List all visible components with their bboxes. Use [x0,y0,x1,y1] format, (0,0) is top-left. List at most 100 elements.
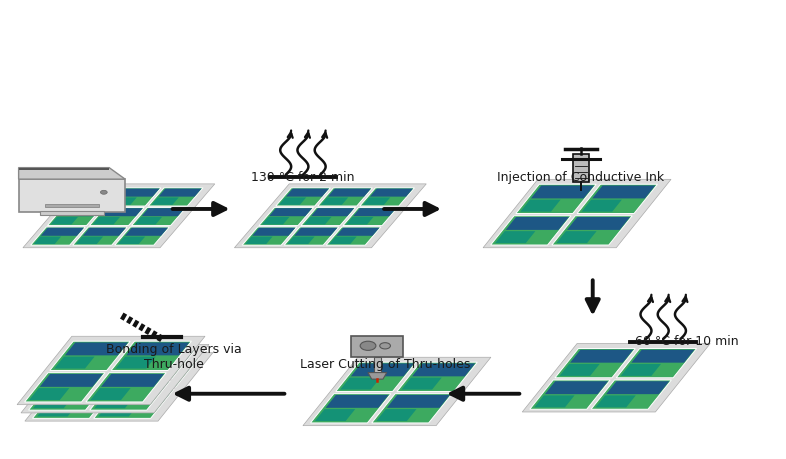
Polygon shape [131,207,186,226]
Text: Laser Cutting of Thru-holes: Laser Cutting of Thru-holes [300,358,470,371]
Polygon shape [33,396,73,408]
Polygon shape [130,351,193,364]
Polygon shape [336,228,380,236]
Polygon shape [94,396,134,408]
Polygon shape [125,228,168,236]
Polygon shape [109,197,137,205]
Polygon shape [363,197,391,205]
Text: 130 °C for 2 min: 130 °C for 2 min [252,171,354,184]
Circle shape [101,190,107,194]
Polygon shape [75,189,117,196]
Polygon shape [397,362,477,392]
Polygon shape [25,353,213,421]
Polygon shape [577,184,657,213]
Polygon shape [73,359,136,372]
Polygon shape [90,207,144,226]
Polygon shape [252,228,296,236]
Polygon shape [259,207,314,226]
Polygon shape [94,389,174,418]
Polygon shape [57,358,138,387]
Polygon shape [83,228,126,236]
Polygon shape [40,374,103,387]
Polygon shape [72,227,127,245]
Polygon shape [545,381,608,394]
Polygon shape [592,185,656,198]
Polygon shape [328,189,371,196]
Text: 60 °C for 10 min: 60 °C for 10 min [635,335,739,348]
Polygon shape [582,200,622,212]
Polygon shape [159,189,201,196]
Polygon shape [62,373,102,385]
Polygon shape [24,373,105,402]
Polygon shape [346,217,373,224]
Circle shape [360,341,376,350]
Circle shape [380,343,391,349]
Polygon shape [336,362,416,392]
Polygon shape [29,388,69,400]
Polygon shape [75,236,103,244]
Polygon shape [37,404,77,416]
Polygon shape [234,184,426,248]
Polygon shape [318,188,373,206]
Polygon shape [505,217,569,230]
Polygon shape [123,373,163,385]
Polygon shape [340,378,380,390]
Polygon shape [134,359,197,372]
Bar [40,211,104,215]
Polygon shape [516,184,597,213]
Polygon shape [50,217,78,224]
Polygon shape [149,188,203,206]
Polygon shape [567,217,630,230]
Polygon shape [560,364,600,376]
Polygon shape [303,357,491,425]
Polygon shape [48,390,111,403]
Polygon shape [19,168,125,179]
Polygon shape [116,189,160,196]
Polygon shape [32,389,113,418]
Polygon shape [570,350,634,363]
Polygon shape [606,381,669,394]
Polygon shape [631,350,694,363]
Polygon shape [116,357,156,369]
Polygon shape [310,394,391,423]
Polygon shape [111,341,192,370]
Polygon shape [284,227,339,245]
Polygon shape [376,409,417,421]
Polygon shape [118,236,145,244]
Polygon shape [242,227,297,245]
Polygon shape [531,185,594,198]
Polygon shape [119,365,160,377]
Polygon shape [596,395,636,408]
Polygon shape [105,382,168,395]
Polygon shape [21,344,209,413]
Polygon shape [276,188,330,206]
Polygon shape [47,207,102,226]
Polygon shape [262,217,289,224]
Text: Injection of Conductive Ink: Injection of Conductive Ink [498,171,664,184]
Polygon shape [304,217,332,224]
Polygon shape [58,365,98,377]
Polygon shape [50,341,130,370]
Polygon shape [534,395,575,408]
Polygon shape [321,197,348,205]
Bar [573,155,589,182]
Polygon shape [34,236,61,244]
Polygon shape [591,380,671,409]
Polygon shape [556,231,597,243]
Polygon shape [343,207,398,226]
Bar [19,179,125,212]
Polygon shape [134,217,162,224]
Polygon shape [17,336,205,405]
Polygon shape [152,197,178,205]
Polygon shape [520,200,560,212]
Polygon shape [368,373,387,379]
Polygon shape [522,343,711,412]
Bar [374,357,380,373]
Polygon shape [616,348,696,378]
Bar [19,168,109,170]
Polygon shape [54,357,94,369]
Polygon shape [28,381,109,410]
Polygon shape [100,208,143,216]
Polygon shape [119,358,200,387]
Bar [46,204,98,207]
